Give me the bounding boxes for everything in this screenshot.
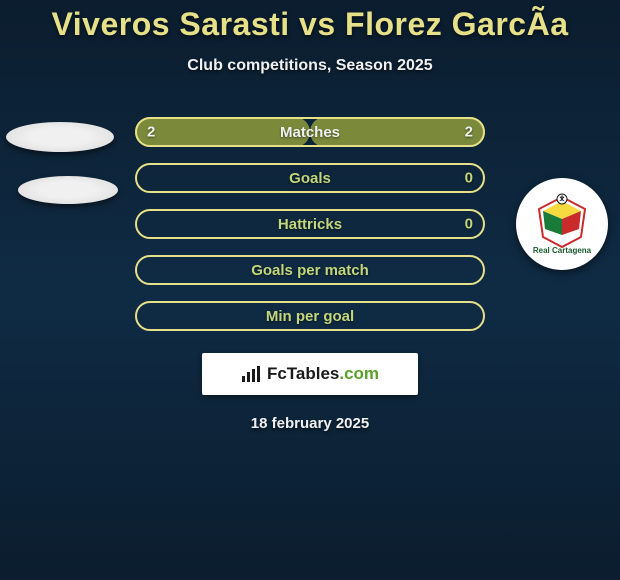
subtitle: Club competitions, Season 2025 — [0, 57, 620, 75]
stat-row-gpm: Goals per match — [135, 255, 485, 285]
stats-rows: 2 Matches 2 Goals 0 Hattricks 0 Goals pe… — [0, 117, 620, 331]
stat-label: Matches — [280, 124, 340, 141]
stat-row-goals: Goals 0 — [135, 163, 485, 193]
stat-left-value: 2 — [147, 124, 155, 141]
date-text: 18 february 2025 — [0, 415, 620, 432]
stat-label: Hattricks — [278, 216, 342, 233]
bars-icon — [241, 365, 261, 383]
stat-right-value: 0 — [465, 216, 473, 233]
stat-right-value: 2 — [465, 124, 473, 141]
brand-name: FcTables.com — [267, 364, 379, 384]
stat-label: Goals per match — [251, 262, 369, 279]
stat-row-hattricks: Hattricks 0 — [135, 209, 485, 239]
stat-row-matches: 2 Matches 2 — [135, 117, 485, 147]
brand-box: FcTables.com — [202, 353, 418, 395]
stat-label: Min per goal — [266, 308, 354, 325]
brand-suffix: .com — [339, 364, 379, 383]
stat-label: Goals — [289, 170, 331, 187]
stat-right-value: 0 — [465, 170, 473, 187]
page-title: Viveros Sarasti vs Florez GarcÃ­a — [0, 6, 620, 43]
stat-row-mpg: Min per goal — [135, 301, 485, 331]
brand-main: FcTables — [267, 364, 339, 383]
